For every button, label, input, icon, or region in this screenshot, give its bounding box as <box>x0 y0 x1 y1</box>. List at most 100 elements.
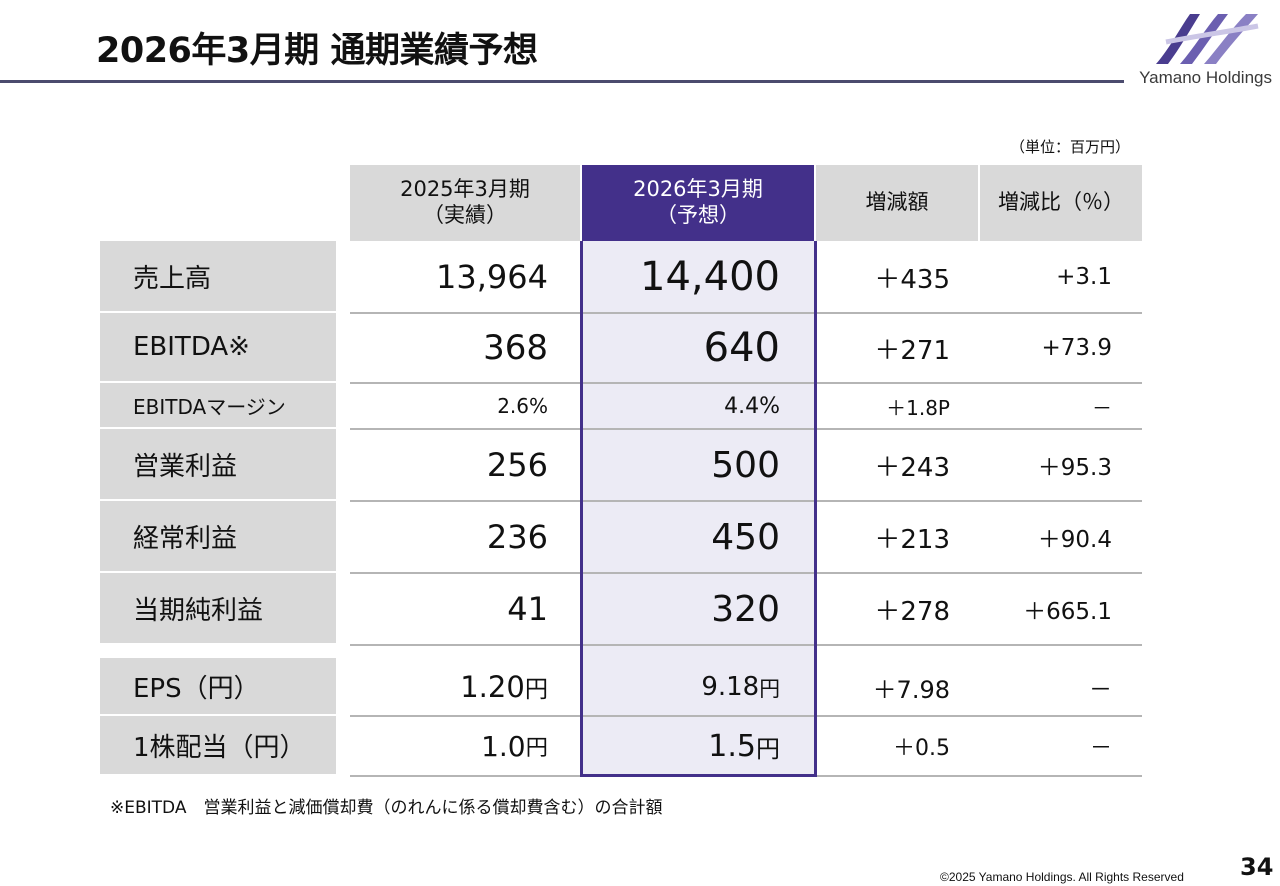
forecast-column-border <box>580 774 817 777</box>
row-divider <box>350 500 1142 502</box>
value-cell-actual: 2.6% <box>350 383 580 429</box>
value-cell-change: ＋271 <box>816 313 978 383</box>
value-change: ＋278 <box>874 596 950 627</box>
row-label: EBITDA※ <box>100 313 336 383</box>
row-label-text: EBITDA※ <box>133 332 250 362</box>
row-label: 売上高 <box>100 241 336 313</box>
row-divider <box>350 312 1142 314</box>
value-cell-ratio: ＋665.1 <box>980 573 1142 645</box>
footnote: ※EBITDA 営業利益と減価償却費（のれんに係る償却費含む）の合計額 <box>110 798 663 818</box>
value-ratio: +73.9 <box>1041 335 1112 361</box>
value-cell-actual: 256 <box>350 429 580 501</box>
row-label: 当期純利益 <box>100 573 336 645</box>
forecast-column-border <box>814 241 817 776</box>
row-label-text: EBITDAマージン <box>133 394 286 419</box>
value-actual: 13,964 <box>436 258 548 296</box>
row-divider <box>350 382 1142 384</box>
value-actual: 1.0 <box>481 729 526 763</box>
value-cell-ratio: ＋95.3 <box>980 429 1142 501</box>
value-ratio: － <box>1092 395 1112 420</box>
value-cell-forecast: 320 <box>582 573 814 645</box>
title-divider <box>0 80 1124 83</box>
unit-note: （単位：百万円） <box>1009 138 1130 156</box>
value-cell-change: ＋0.5 <box>816 716 978 776</box>
column-header-line1: 2026年3月期 <box>633 177 763 202</box>
row-divider <box>350 428 1142 430</box>
value-cell-change: ＋435 <box>816 241 978 313</box>
row-label-text: 経常利益 <box>133 523 238 554</box>
value-unit: 円 <box>756 734 780 763</box>
value-actual: 368 <box>483 328 548 368</box>
row-label-text: 営業利益 <box>133 451 238 482</box>
value-forecast: 9.18 <box>701 672 760 702</box>
row-label-text: 売上高 <box>133 263 212 294</box>
row-divider <box>350 644 1142 646</box>
value-change: ＋435 <box>874 264 950 295</box>
value-cell-change: ＋213 <box>816 501 978 573</box>
value-cell-actual: 41 <box>350 573 580 645</box>
value-forecast: 1.5 <box>708 728 756 764</box>
value-forecast: 640 <box>703 325 780 371</box>
row-label-text: EPS（円） <box>133 673 260 704</box>
row-divider <box>350 572 1142 574</box>
row-label-text: 1株配当（円） <box>133 732 306 763</box>
row-label: 経常利益 <box>100 501 336 573</box>
value-ratio: － <box>1089 677 1112 703</box>
value-unit: 円 <box>524 676 548 703</box>
row-label-text: 当期純利益 <box>133 595 264 626</box>
page-number: 34 <box>1240 853 1274 881</box>
value-cell-ratio: － <box>980 716 1142 776</box>
brand-name: Yamano Holdings <box>1139 68 1272 87</box>
column-header: 増減額 <box>816 165 978 241</box>
value-actual: 256 <box>486 446 548 484</box>
column-header-line1: 増減比（％） <box>998 190 1124 215</box>
value-cell-actual: 1.20 円 <box>350 658 580 716</box>
page-title: 2026年3月期 通期業績予想 <box>96 31 538 71</box>
row-label: 1株配当（円） <box>100 716 336 776</box>
value-cell-ratio: － <box>980 383 1142 429</box>
value-actual: 236 <box>486 518 548 556</box>
value-unit: 円 <box>525 735 548 761</box>
value-cell-forecast: 450 <box>582 501 814 573</box>
value-cell-change: ＋278 <box>816 573 978 645</box>
value-ratio: ＋665.1 <box>1023 599 1112 625</box>
value-cell-actual: 1.0 円 <box>350 716 580 776</box>
value-cell-ratio: +73.9 <box>980 313 1142 383</box>
value-forecast: 500 <box>711 444 780 486</box>
value-ratio: +3.1 <box>1056 264 1112 290</box>
forecast-column-highlight <box>582 241 814 776</box>
value-cell-change: ＋243 <box>816 429 978 501</box>
value-forecast: 320 <box>711 588 780 630</box>
value-cell-actual: 13,964 <box>350 241 580 313</box>
value-cell-actual: 368 <box>350 313 580 383</box>
column-header-line1: 2025年3月期 <box>400 177 530 202</box>
column-header-line2: （実績） <box>423 203 507 227</box>
column-header: 増減比（％） <box>980 165 1142 241</box>
value-change: ＋271 <box>874 335 950 366</box>
value-actual: 2.6% <box>497 394 548 418</box>
row-label: EPS（円） <box>100 658 336 716</box>
value-ratio: － <box>1089 736 1112 761</box>
value-cell-forecast: 4.4% <box>582 383 814 429</box>
value-ratio: ＋95.3 <box>1037 455 1112 481</box>
value-cell-forecast: 14,400 <box>582 241 814 313</box>
value-cell-actual: 236 <box>350 501 580 573</box>
value-cell-forecast: 9.18 円 <box>582 658 814 716</box>
value-change: ＋243 <box>874 452 950 483</box>
value-cell-ratio: ＋90.4 <box>980 501 1142 573</box>
value-forecast: 14,400 <box>640 254 780 300</box>
value-cell-ratio: － <box>980 658 1142 716</box>
forecast-column-border <box>580 241 583 776</box>
row-label: EBITDAマージン <box>100 383 336 429</box>
copyright: ©2025 Yamano Holdings. All Rights Reserv… <box>940 870 1184 884</box>
value-cell-change: ＋7.98 <box>816 658 978 716</box>
value-change: ＋7.98 <box>872 675 950 704</box>
value-forecast: 450 <box>711 516 780 558</box>
value-actual: 1.20 <box>460 670 525 704</box>
value-cell-forecast: 640 <box>582 313 814 383</box>
column-header-line2: （予想） <box>656 203 740 227</box>
row-divider <box>350 715 1142 717</box>
value-cell-change: ＋1.8P <box>816 383 978 429</box>
value-forecast: 4.4% <box>724 393 780 419</box>
value-change: ＋0.5 <box>893 736 950 761</box>
